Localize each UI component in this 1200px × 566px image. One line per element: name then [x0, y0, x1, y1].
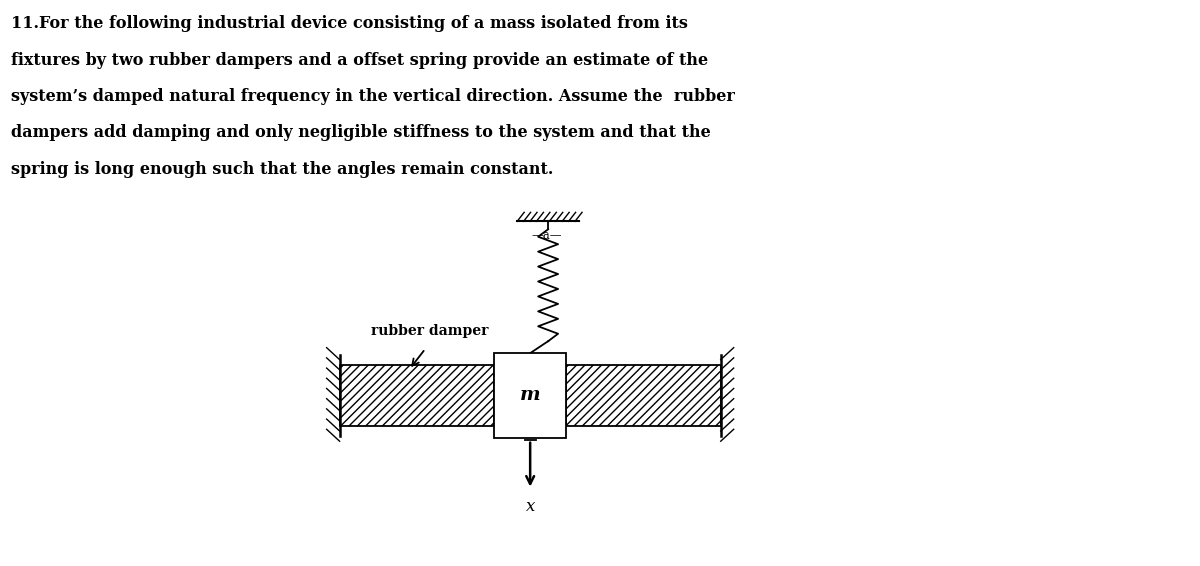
Text: spring is long enough such that the angles remain constant.: spring is long enough such that the angl… [11, 161, 553, 178]
Text: rubber damper: rubber damper [371, 324, 488, 338]
Text: system’s damped natural frequency in the vertical direction. Assume the  rubber: system’s damped natural frequency in the… [11, 88, 736, 105]
Bar [494, 353, 566, 438]
Text: —a—: —a— [532, 229, 563, 242]
Text: fixtures by two rubber dampers and a offset spring provide an estimate of the: fixtures by two rubber dampers and a off… [11, 52, 708, 68]
Text: 11.For the following industrial device consisting of a mass isolated from its: 11.For the following industrial device c… [11, 15, 689, 32]
Text: m: m [520, 387, 540, 405]
Bar [340, 365, 494, 426]
Text: x: x [526, 499, 535, 516]
Bar [566, 365, 721, 426]
Text: dampers add damping and only negligible stiffness to the system and that the: dampers add damping and only negligible … [11, 125, 712, 142]
